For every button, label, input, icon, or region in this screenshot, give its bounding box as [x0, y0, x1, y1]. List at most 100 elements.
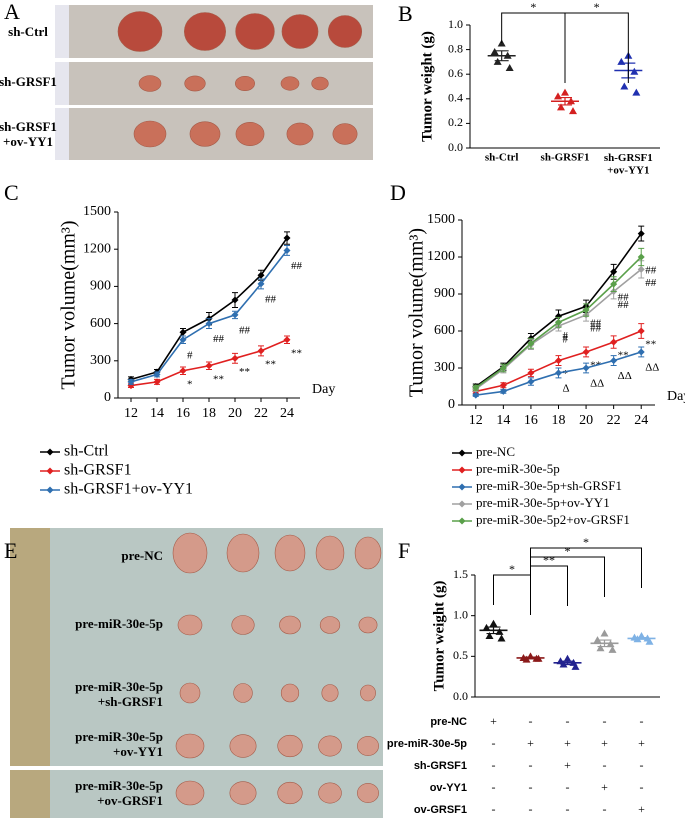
tumor: [235, 13, 275, 50]
tumor: [117, 11, 163, 52]
significance-label: *: [565, 544, 571, 558]
x-tick-label: 24: [280, 406, 294, 421]
text-line: sh-GRSF1: [0, 119, 57, 134]
text-line: +ov-YY1: [113, 744, 163, 759]
y-tick-label: 300: [434, 360, 455, 375]
legend-label: sh-GRSF1: [64, 462, 132, 479]
y-tick-label: 1.0: [448, 17, 463, 31]
annotation: ##: [590, 318, 602, 330]
series-line: [130, 237, 288, 381]
table-row-label: ov-YY1: [430, 782, 467, 794]
annotation: ##: [265, 293, 277, 305]
x-tick-label: sh-GRSF1: [541, 152, 590, 164]
text-line: pre-miR-30e-5p: [75, 679, 163, 694]
table-cell: -: [492, 780, 496, 794]
data-point: [571, 662, 580, 670]
y-tick-label: 0: [448, 397, 455, 412]
tumor: [177, 614, 203, 636]
tumor: [318, 735, 342, 757]
panel-label: D: [390, 180, 406, 205]
tumor: [319, 616, 341, 634]
tumor: [184, 12, 226, 51]
error-bar: [523, 656, 538, 660]
x-tick-label: 12: [469, 413, 483, 428]
table-cell: -: [492, 802, 496, 816]
significance-label: *: [583, 535, 589, 549]
y-tick-label: 1500: [427, 212, 455, 227]
tumor: [357, 736, 379, 756]
row-label: pre-miR-30e-5p +ov-GRSF1: [75, 778, 163, 808]
significance-label: **: [543, 553, 555, 567]
legend-label: pre-miR-30e-5p+sh-GRSF1: [476, 478, 622, 493]
marker: [231, 311, 239, 319]
annotation: Δ: [563, 382, 570, 394]
tumor: [280, 76, 300, 91]
marker: [205, 362, 213, 370]
tumor: [357, 783, 379, 803]
marker: [257, 280, 265, 288]
x-tick-label: 20: [228, 406, 242, 421]
tumor: [229, 734, 257, 758]
x-tick-label: 12: [124, 406, 138, 421]
legend-marker: [46, 467, 54, 475]
marker: [610, 268, 618, 276]
tumor: [233, 683, 253, 703]
table-cell: +: [527, 736, 534, 750]
error-bar: [634, 637, 649, 640]
y-tick-label: 0: [104, 390, 111, 405]
legend-label: pre-miR-30e-5p: [476, 461, 560, 476]
marker: [153, 378, 161, 386]
table-cell: -: [566, 780, 570, 794]
ruler: [55, 62, 69, 105]
tumor: [184, 75, 206, 92]
table-row-label: sh-GRSF1: [414, 760, 467, 772]
annotation: **: [265, 358, 276, 370]
marker: [499, 381, 507, 389]
tumor: [311, 76, 329, 91]
panel-label: E: [4, 538, 17, 563]
x-tick-label: 24: [634, 413, 648, 428]
significance-bracket: [493, 574, 531, 615]
marker: [582, 348, 590, 356]
ruler: [55, 5, 69, 58]
table-row-label: pre-NC: [430, 716, 467, 728]
marker: [637, 327, 645, 335]
x-tick-label: 14: [150, 406, 164, 421]
tumor: [274, 534, 306, 572]
table-cell: +: [601, 780, 608, 794]
table-cell: -: [566, 802, 570, 816]
table-cell: -: [529, 714, 533, 728]
error-bar: [560, 660, 575, 666]
marker: [610, 357, 618, 365]
annotation: ΔΔ: [645, 361, 659, 373]
legend-marker: [458, 449, 466, 457]
row-label: pre-miR-30e-5p: [75, 616, 163, 631]
data-point: [485, 632, 494, 639]
marker: [610, 280, 618, 288]
y-tick-label: 900: [90, 279, 111, 294]
tumor: [354, 536, 382, 570]
tumor: [332, 123, 358, 145]
significance-label: *: [594, 0, 600, 14]
marker: [582, 364, 590, 372]
legend-label: pre-NC: [476, 444, 515, 459]
table-cell: -: [603, 758, 607, 772]
y-tick-label: 1.5: [453, 567, 468, 581]
x-tick-label: 18: [202, 406, 216, 421]
tumor: [277, 734, 303, 758]
data-point: [505, 64, 514, 72]
x-tick-label: 22: [254, 406, 268, 421]
tumor: [280, 683, 300, 703]
marker: [283, 246, 291, 254]
tumor: [172, 532, 208, 574]
tumor: [138, 75, 162, 92]
y-tick-label: 1200: [83, 241, 111, 256]
annotation: *: [187, 378, 193, 390]
tumor: [277, 781, 303, 805]
significance-bracket: [501, 12, 566, 83]
tumor: [133, 120, 167, 148]
annotation: ##: [239, 324, 251, 336]
legend-label: sh-Ctrl: [64, 443, 109, 460]
annotation: **: [618, 350, 629, 362]
